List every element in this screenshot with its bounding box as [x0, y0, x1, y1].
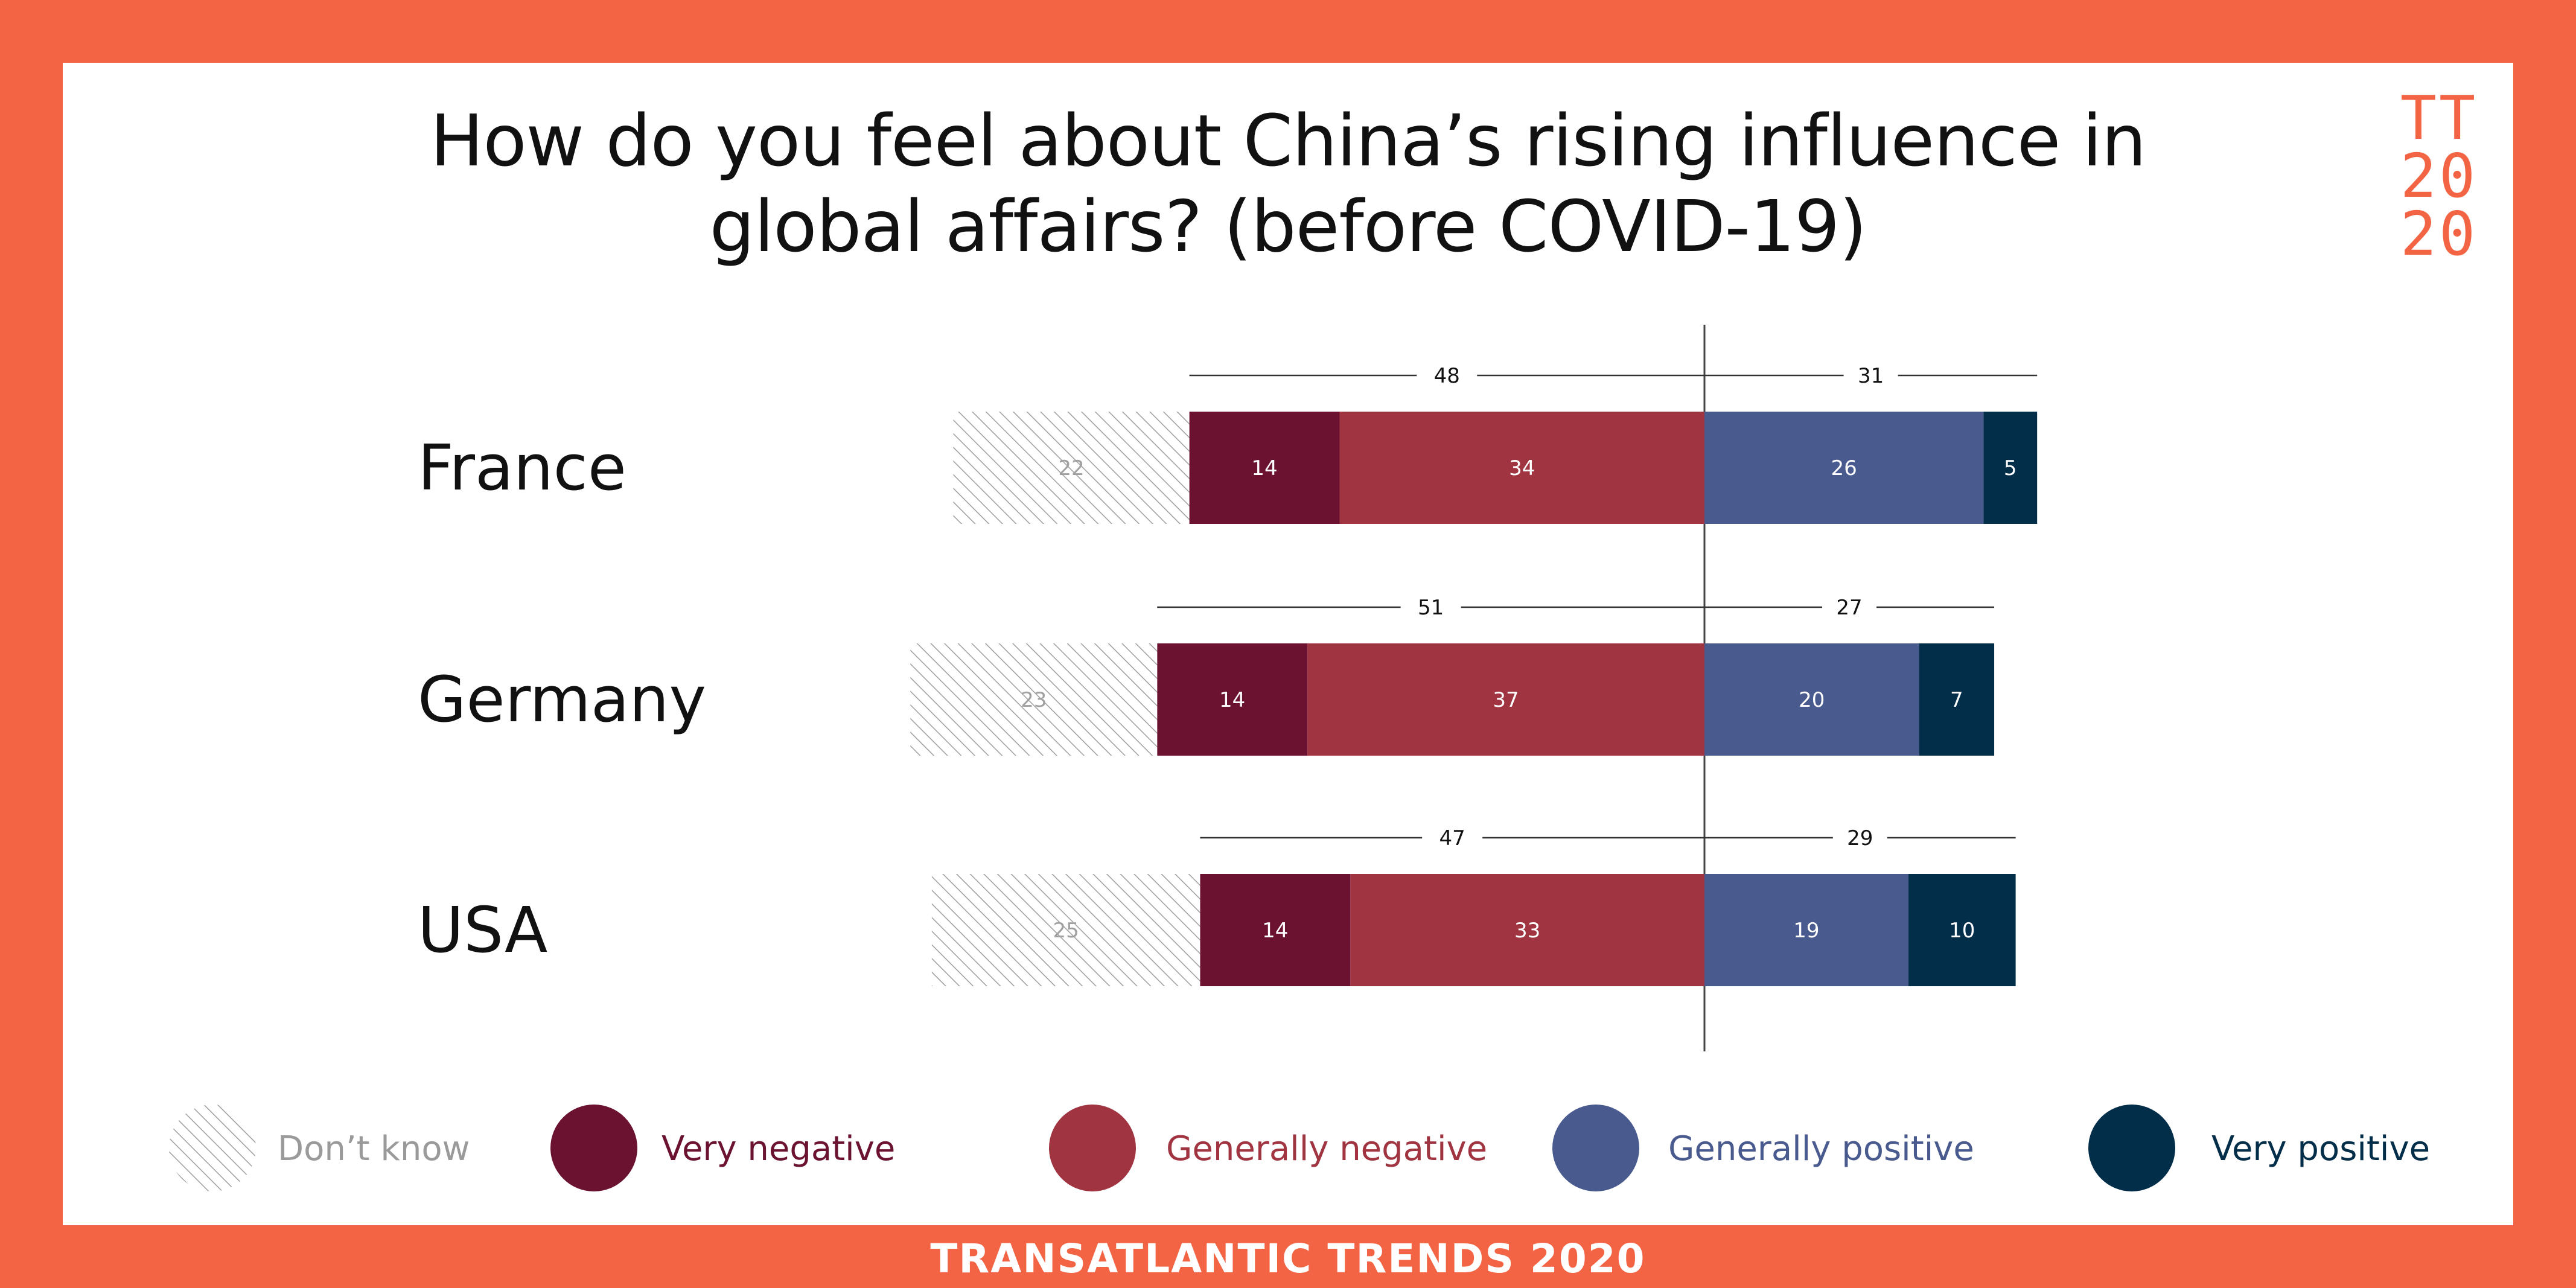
data-label-germany-generally-negative: 37: [1493, 688, 1519, 712]
data-label-germany-very-negative: 14: [1219, 688, 1245, 712]
negative-total-usa: 47: [1439, 826, 1465, 850]
legend-label-generally-positive: Generally positive: [1668, 1129, 1974, 1168]
data-label-france-generally-positive: 26: [1831, 456, 1857, 480]
bar-usa-very-positive: [1908, 874, 2016, 986]
chart-panel: How do you feel about China’s rising inf…: [63, 63, 2513, 1225]
data-label-france-very-positive: 5: [2004, 456, 2017, 480]
data-label-france-very-negative: 14: [1251, 456, 1277, 480]
footer-brand: TRANSATLANTIC TRENDS 2020: [930, 1235, 1646, 1282]
title-line-1: How do you feel about China’s rising inf…: [430, 99, 2147, 182]
negative-total-germany: 51: [1418, 596, 1444, 620]
chart-title: How do you feel about China’s rising inf…: [63, 98, 2513, 269]
data-label-usa-generally-negative: 33: [1514, 919, 1540, 943]
country-label-germany: Germany: [418, 663, 706, 736]
bar-france-generally-positive: [1704, 412, 1984, 524]
tt2020-logo: TT 20 20: [2388, 83, 2490, 269]
legend-label-dont-know: Don’t know: [278, 1129, 470, 1168]
bar-france-very-positive: [1983, 412, 2038, 524]
bar-germany-very-negative: [1157, 643, 1308, 756]
data-label-usa-generally-positive: 19: [1793, 919, 1819, 943]
bar-usa-generally-negative: [1350, 874, 1704, 986]
data-label-france-generally-negative: 34: [1509, 456, 1535, 480]
data-label-usa-dont-know: 25: [1053, 919, 1079, 943]
positive-total-usa: 29: [1847, 826, 1873, 850]
country-label-usa: USA: [418, 893, 547, 967]
bar-usa-dont-know: [931, 874, 1200, 986]
bar-germany-generally-positive: [1704, 643, 1919, 756]
bar-usa-generally-positive: [1704, 874, 1908, 986]
legend-swatch-dont-know: [169, 1105, 256, 1191]
positive-total-france: 31: [1858, 364, 1884, 388]
negative-total-france: 48: [1434, 364, 1460, 388]
positive-total-germany: 27: [1836, 596, 1862, 620]
legend-swatch-generally-positive: [1552, 1105, 1639, 1191]
logo-line-1: TT: [2400, 83, 2478, 153]
bar-france-very-negative: [1189, 412, 1340, 524]
country-label-france: France: [418, 431, 626, 505]
legend-label-very-negative: Very negative: [662, 1129, 895, 1168]
logo-line-3: 20: [2400, 199, 2478, 269]
bar-germany-dont-know: [910, 643, 1158, 756]
legend-swatch-very-negative: [550, 1105, 637, 1191]
bar-germany-very-positive: [1919, 643, 1995, 756]
bar-france-generally-negative: [1339, 412, 1704, 524]
data-label-usa-very-positive: 10: [1949, 919, 1975, 943]
bar-usa-very-negative: [1200, 874, 1351, 986]
data-label-germany-very-positive: 7: [1950, 688, 1963, 712]
legend-swatch-very-positive: [2088, 1105, 2175, 1191]
data-label-germany-generally-positive: 20: [1799, 688, 1825, 712]
bar-germany-generally-negative: [1307, 643, 1704, 756]
bar-france-dont-know: [953, 412, 1190, 524]
logo-line-2: 20: [2400, 141, 2478, 211]
legend-swatch-generally-negative: [1049, 1105, 1136, 1191]
data-label-germany-dont-know: 23: [1021, 688, 1047, 712]
legend-label-generally-negative: Generally negative: [1166, 1129, 1487, 1168]
title-line-2: global affairs? (before COVID-19): [709, 185, 1867, 268]
data-label-france-dont-know: 22: [1058, 456, 1084, 480]
data-label-usa-very-negative: 14: [1262, 919, 1288, 943]
legend-label-very-positive: Very positive: [2211, 1129, 2430, 1168]
